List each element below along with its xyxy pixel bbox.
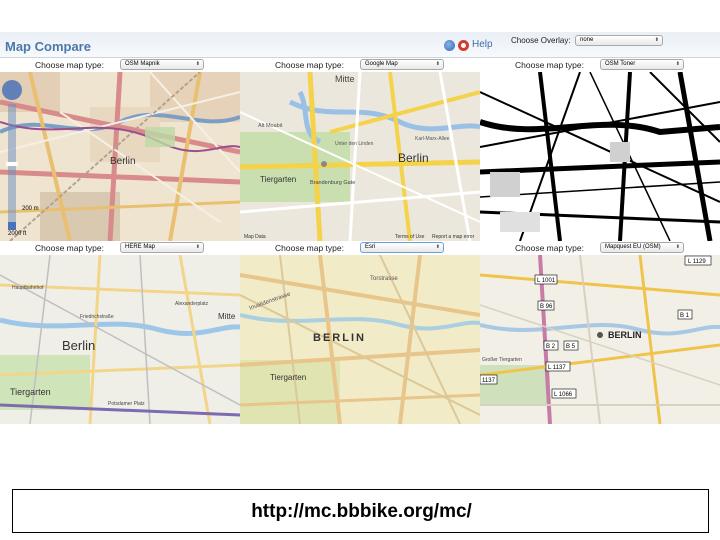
map-label: Karl-Marx-Allee	[415, 136, 450, 142]
map-panel-toolbar: Choose map type: OSM Toner ⬍	[480, 58, 720, 72]
map-label: Hauptbahnhof	[12, 285, 44, 291]
map-compare-app: Map Compare Help Choose Overlay: none ⬍ …	[0, 32, 720, 424]
map-label: Potsdamer Platz	[108, 401, 145, 407]
map-label: Berlin	[398, 151, 429, 165]
map-view-here[interactable]: Berlin Tiergarten Mitte Alexanderplatz H…	[0, 255, 240, 424]
map-label: Brandenburg Gate	[310, 180, 355, 186]
help-lifebuoy-icon[interactable]	[458, 40, 469, 51]
road-shield: L 1066	[554, 392, 573, 398]
road-shield: L 1129	[688, 259, 706, 265]
map-label: Torstrasse	[370, 276, 398, 282]
select-arrows-icon: ⬍	[195, 244, 200, 250]
overlay-label: Choose Overlay:	[511, 36, 571, 45]
map-attribution: Map Data	[244, 234, 266, 240]
map-panel-5: Choose map type: Esri ⬍ BERLIN Tiergar	[240, 241, 480, 424]
map-panel-4: Choose map type: HERE Map ⬍ Berlin Tie	[0, 241, 240, 424]
map-label: Tiergarten	[260, 175, 296, 184]
map-type-select[interactable]: Mapquest EU (OSM) ⬍	[600, 242, 684, 253]
overlay-select-value: none	[580, 37, 594, 43]
map-label: Mitte	[335, 74, 355, 84]
scale-label: 2000 ft	[8, 231, 27, 237]
app-header: Map Compare Help Choose Overlay: none ⬍	[0, 32, 720, 58]
map-panel-6: Choose map type: Mapquest EU (OSM) ⬍ BER…	[480, 241, 720, 424]
map-type-select[interactable]: OSM Mapnik ⬍	[120, 59, 204, 70]
road-shield: L 1001	[537, 278, 556, 284]
road-shield: 1137	[482, 378, 496, 384]
map-label: Tiergarten	[10, 387, 51, 397]
report-error-link[interactable]: Report a map error	[432, 234, 475, 240]
map-view-osm-mapnik[interactable]: Berlin 200 m 2000 ft	[0, 72, 240, 241]
select-arrows-icon: ⬍	[675, 61, 680, 67]
map-type-label: Choose map type:	[275, 243, 344, 253]
map-type-select-value: OSM Mapnik	[125, 61, 160, 67]
map-type-label: Choose map type:	[275, 60, 344, 70]
help-link[interactable]: Help	[472, 39, 493, 50]
road-shield: B 1	[680, 313, 690, 319]
map-label: Alt Moabit	[258, 123, 283, 129]
overlay-select[interactable]: none ⬍	[575, 35, 663, 46]
map-panel-3: Choose map type: OSM Toner ⬍	[480, 58, 720, 241]
map-type-select-value: Mapquest EU (OSM)	[605, 244, 661, 250]
road-shield: B 96	[540, 304, 553, 310]
map-view-esri[interactable]: BERLIN Tiergarten Torstrasse Invalidenst…	[240, 255, 480, 424]
map-type-select-value: HERE Map	[125, 244, 156, 250]
map-panel-1: Choose map type: OSM Mapnik ⬍	[0, 58, 240, 241]
options-icon[interactable]	[444, 40, 455, 51]
select-arrows-icon: ⬍	[435, 244, 440, 250]
map-type-select[interactable]: HERE Map ⬍	[120, 242, 204, 253]
map-label: BERLIN	[608, 330, 642, 340]
map-type-select[interactable]: Google Map ⬍	[360, 59, 444, 70]
select-arrows-icon: ⬍	[435, 61, 440, 67]
road-shield: B 2	[546, 344, 556, 350]
url-caption[interactable]: http://mc.bbbike.org/mc/	[251, 501, 472, 522]
map-label: Großer Tiergarten	[482, 357, 522, 363]
map-panel-toolbar: Choose map type: Mapquest EU (OSM) ⬍	[480, 241, 720, 255]
map-type-select-value: Google Map	[365, 61, 398, 67]
map-panel-toolbar: Choose map type: Esri ⬍	[240, 241, 480, 255]
map-label: Tiergarten	[270, 373, 306, 382]
map-label: Mitte	[218, 312, 236, 321]
map-type-select-value: OSM Toner	[605, 61, 636, 67]
map-type-select-value: Esri	[365, 244, 376, 250]
select-arrows-icon: ⬍	[675, 244, 680, 250]
map-label: BERLIN	[313, 332, 366, 344]
map-view-osm-toner[interactable]	[480, 72, 720, 241]
map-view-mapquest[interactable]: BERLIN L 1129 L 1001 B 96 B 2 B 5 B 1 L …	[480, 255, 720, 424]
scale-label: 200 m	[22, 206, 39, 212]
map-type-label: Choose map type:	[35, 60, 104, 70]
terms-link[interactable]: Terms of Use	[395, 234, 425, 240]
map-label: Berlin	[62, 338, 95, 353]
map-view-google[interactable]: Mitte Berlin Tiergarten Brandenburg Gate…	[240, 72, 480, 241]
map-panel-toolbar: Choose map type: Google Map ⬍	[240, 58, 480, 72]
map-label: Unter den Linden	[335, 141, 374, 147]
map-label: Friedrichstraße	[80, 314, 114, 320]
select-arrows-icon: ⬍	[195, 61, 200, 67]
road-shield: B 5	[566, 344, 576, 350]
map-type-label: Choose map type:	[515, 243, 584, 253]
select-arrows-icon: ⬍	[654, 37, 659, 43]
map-panel-toolbar: Choose map type: HERE Map ⬍	[0, 241, 240, 255]
map-type-select[interactable]: OSM Toner ⬍	[600, 59, 684, 70]
app-title: Map Compare	[5, 39, 91, 54]
map-type-select[interactable]: Esri ⬍	[360, 242, 444, 253]
map-label: Berlin	[110, 156, 136, 167]
map-panel-toolbar: Choose map type: OSM Mapnik ⬍	[0, 58, 240, 72]
map-type-label: Choose map type:	[35, 243, 104, 253]
map-panel-2: Choose map type: Google Map ⬍	[240, 58, 480, 241]
map-label: Alexanderplatz	[175, 301, 209, 307]
map-type-label: Choose map type:	[515, 60, 584, 70]
url-caption-box: http://mc.bbbike.org/mc/	[12, 489, 709, 533]
road-shield: L 1137	[548, 365, 566, 371]
